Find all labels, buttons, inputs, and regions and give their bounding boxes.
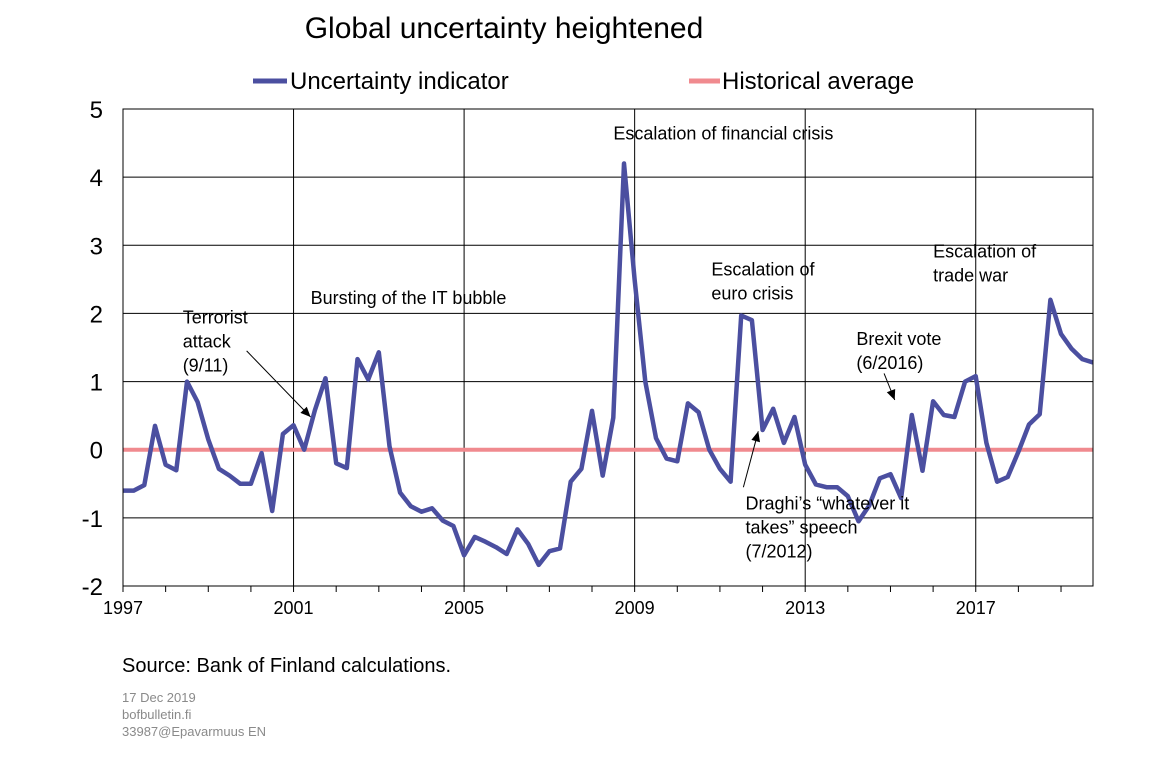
series-line-uncertainty [123,161,1094,568]
legend: Uncertainty indicator Historical average [253,68,914,95]
x-tick-label: 2013 [785,598,825,618]
annotation-line: trade war [933,266,1008,286]
x-tick-label: 2005 [444,598,484,618]
y-tick-label: 3 [90,233,103,260]
y-tick-label: -1 [82,506,103,533]
annotation-line: (6/2016) [856,353,923,373]
annotation-text: Draghi’s “whatever it takes” speech (7/201… [746,494,910,562]
annotation-text: Brexit vote (6/2016) [856,329,941,373]
publication-date: 17 Dec 2019 [122,690,196,705]
annotation-line: Escalation of [933,242,1037,262]
annotation-text: Escalation of financial crisis [613,124,833,144]
annotations: Escalation of financial crisis Terrorist a… [183,124,1037,562]
x-tick-label: 2017 [956,598,996,618]
plot-frame [122,108,1094,587]
annotation-text: Escalation of euro crisis [711,259,815,303]
annotation-line: Draghi’s “whatever it [746,494,910,514]
y-tick-label: 5 [90,97,103,124]
annotation-arrow-head [751,431,760,443]
annotation-line: (7/2012) [746,542,813,562]
y-tick-label: 1 [90,370,103,397]
y-tick-label: -2 [82,574,103,601]
y-tick-label: 0 [90,438,103,465]
annotation-line: Terrorist [183,308,248,328]
uncertainty-chart: Global uncertainty heightened Uncertaint… [82,12,1094,618]
annotation-line: Brexit vote [856,329,941,349]
chart-title: Global uncertainty heightened [305,12,704,45]
annotation-line: Escalation of financial crisis [613,124,833,144]
annotation-arrow-line [246,350,311,418]
annotation-arrow-head [886,389,896,400]
chart-code: 33987@Epavarmuus EN [122,724,266,739]
y-tick-label: 2 [90,301,103,328]
annotation-text: Escalation of trade war [933,242,1037,286]
annotation-text: Terrorist attack (9/11) [183,308,248,376]
annotation-arrow-head [300,406,311,417]
x-tick-label: 2009 [615,598,655,618]
source-note: Source: Bank of Finland calculations. [122,655,452,677]
x-tick-label: 2001 [274,598,314,618]
annotation-line: attack [183,332,232,352]
annotation-line: Bursting of the IT bubble [311,288,507,308]
annotation-text: Bursting of the IT bubble [311,288,507,308]
grid [123,108,1093,587]
annotation-line: euro crisis [711,283,793,303]
legend-label-historical: Historical average [722,68,914,95]
x-tick-label: 1997 [103,598,143,618]
y-tick-label: 4 [90,165,103,192]
series-layer [122,161,1094,568]
annotation-line: takes” speech [746,518,858,538]
annotation-line: Escalation of [711,259,815,279]
site-name: bofbulletin.fi [122,707,192,722]
legend-label-uncertainty: Uncertainty indicator [290,68,509,95]
annotation-line: (9/11) [183,356,229,376]
